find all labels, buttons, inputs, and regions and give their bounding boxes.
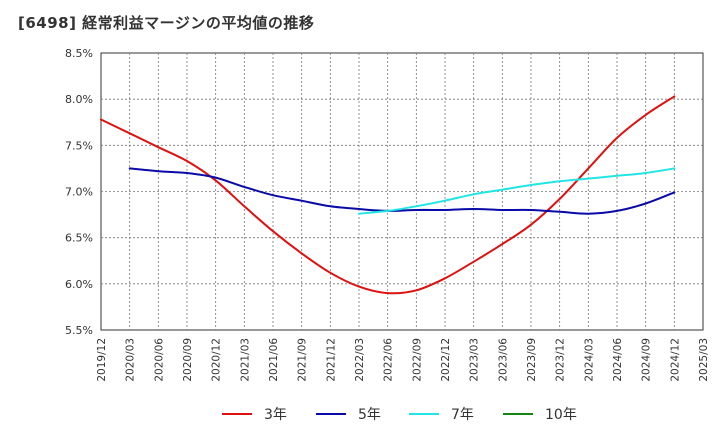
x-tick-label: 2020/12 (211, 338, 223, 382)
x-tick-label: 2024/06 (612, 338, 624, 382)
x-tick-label: 2021/09 (297, 338, 309, 382)
x-tick-label: 2019/12 (96, 338, 108, 382)
x-tick-label: 2025/03 (698, 338, 710, 382)
y-tick-label: 5.5% (65, 324, 93, 337)
x-tick-label: 2024/12 (669, 338, 681, 382)
x-tick-label: 2022/06 (383, 338, 395, 382)
legend-label-1: 3年 (264, 407, 287, 423)
x-tick-label: 2021/03 (239, 338, 251, 382)
series-line-3 (358, 167, 676, 215)
x-tick-label: 2022/09 (411, 338, 423, 382)
x-tick-label: 2020/03 (125, 338, 137, 382)
y-tick-label: 8.5% (65, 47, 93, 60)
y-tick-label: 8.0% (65, 93, 93, 106)
legend-label-3: 7年 (451, 407, 474, 423)
legend-label-4: 10年 (545, 407, 577, 423)
series-line-2 (128, 167, 676, 215)
x-tick-label: 2022/03 (354, 338, 366, 382)
y-tick-label: 6.5% (65, 232, 93, 245)
chart-title: [6498] 経常利益マージンの平均値の推移 (18, 14, 315, 32)
x-tick-label: 2022/12 (440, 338, 452, 382)
legend-label-2: 5年 (358, 407, 381, 423)
y-tick-label: 6.0% (65, 278, 93, 291)
x-tick-label: 2024/03 (583, 338, 595, 382)
y-tick-label: 7.5% (65, 139, 93, 152)
series-line-1 (100, 95, 676, 295)
x-tick-label: 2020/09 (182, 338, 194, 382)
x-tick-label: 2024/09 (641, 338, 653, 382)
x-tick-label: 2023/06 (497, 338, 509, 382)
x-tick-label: 2023/09 (526, 338, 538, 382)
x-tick-label: 2023/03 (469, 338, 481, 382)
x-tick-label: 2021/12 (325, 338, 337, 382)
y-tick-label: 7.0% (65, 186, 93, 199)
x-tick-label: 2021/06 (268, 338, 280, 382)
x-tick-label: 2020/06 (153, 338, 165, 382)
x-tick-label: 2023/12 (555, 338, 567, 382)
